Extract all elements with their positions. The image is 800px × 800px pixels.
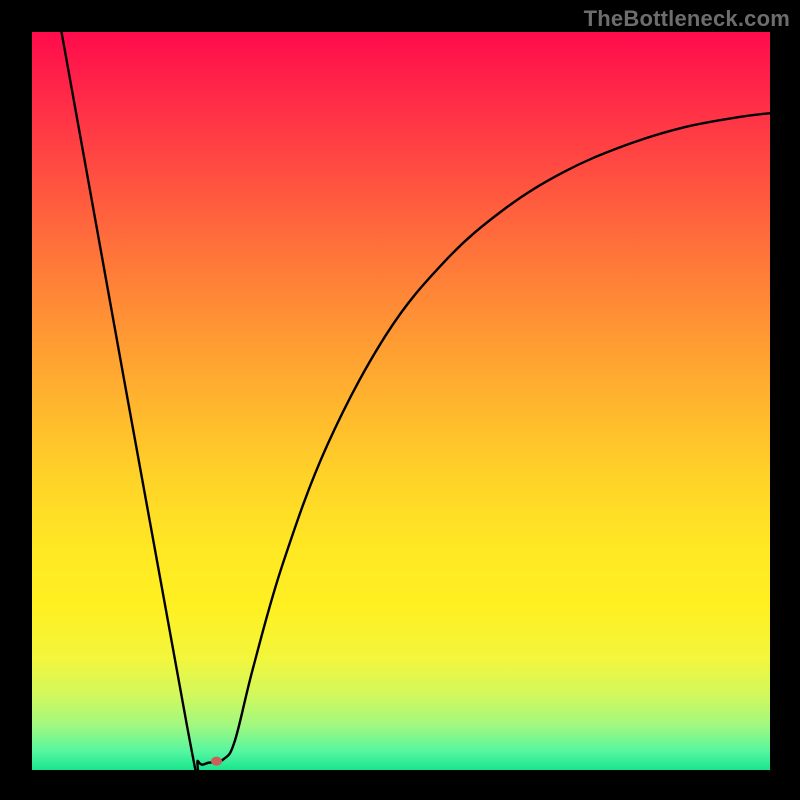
plot-area <box>32 32 770 770</box>
watermark-text: TheBottleneck.com <box>584 6 790 32</box>
chart-svg <box>32 32 770 770</box>
gradient-background <box>32 32 770 770</box>
chart-frame: TheBottleneck.com <box>0 0 800 800</box>
optimum-marker <box>211 757 222 766</box>
